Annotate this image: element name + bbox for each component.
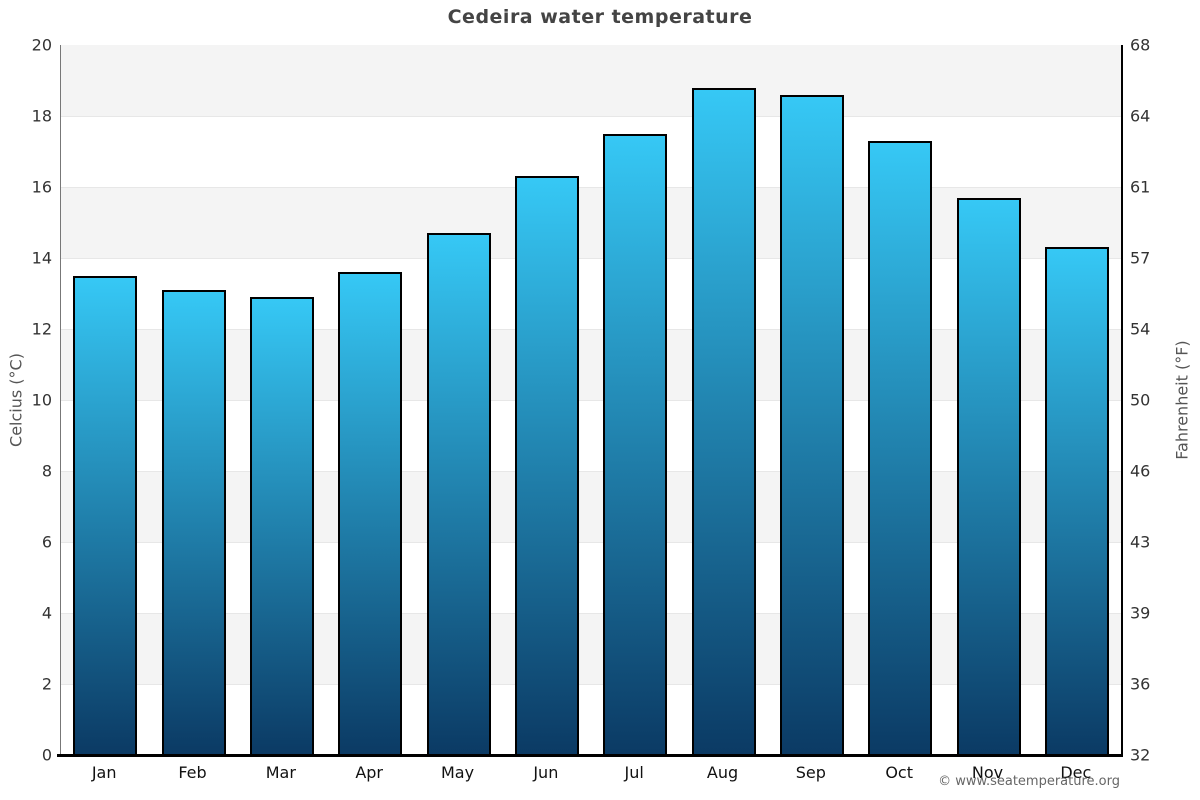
gridline-8 [61, 471, 1121, 472]
month-label-apr: Apr [355, 763, 383, 782]
month-label-oct: Oct [885, 763, 913, 782]
x-axis-line [57, 754, 1123, 757]
celsius-tick-14: 14 [31, 248, 52, 268]
bar-may [426, 233, 491, 755]
gridline-10 [61, 400, 1121, 401]
background-band-18-20 [61, 45, 1121, 116]
fahrenheit-tick-54: 54 [1130, 319, 1151, 339]
celsius-tick-6: 6 [41, 532, 52, 552]
month-label-jan: Jan [91, 763, 117, 782]
bar-apr [338, 272, 403, 755]
celsius-tick-4: 4 [41, 603, 52, 623]
fahrenheit-tick-64: 64 [1130, 106, 1151, 126]
y-axis-title-celsius: Celcius (°C) [6, 353, 26, 447]
fahrenheit-tick-61: 61 [1130, 177, 1151, 197]
month-label-sep: Sep [795, 763, 826, 782]
fahrenheit-tick-50: 50 [1130, 390, 1151, 410]
celsius-tick-20: 20 [31, 35, 52, 55]
month-label-jul: Jul [624, 763, 644, 782]
bar-nov [956, 197, 1021, 755]
background-band-16-18 [61, 116, 1121, 187]
gridline-12 [61, 329, 1121, 330]
gridline-16 [61, 187, 1121, 188]
plot-area [60, 45, 1123, 755]
bar-jun [514, 176, 579, 755]
gridline-4 [61, 613, 1121, 614]
copyright-text: © www.seatemperature.org [938, 774, 1120, 789]
background-band-14-16 [61, 187, 1121, 258]
fahrenheit-tick-43: 43 [1130, 532, 1151, 552]
bar-sep [779, 94, 844, 755]
gridline-2 [61, 684, 1121, 685]
celsius-tick-0: 0 [41, 745, 52, 765]
background-band-10-12 [61, 329, 1121, 400]
fahrenheit-tick-68: 68 [1130, 35, 1151, 55]
fahrenheit-tick-32: 32 [1130, 745, 1151, 765]
fahrenheit-tick-57: 57 [1130, 248, 1151, 268]
celsius-tick-18: 18 [31, 106, 52, 126]
gridline-18 [61, 116, 1121, 117]
month-label-mar: Mar [265, 763, 296, 782]
gridline-6 [61, 542, 1121, 543]
background-band-2-4 [61, 613, 1121, 684]
month-label-dec: Dec [1060, 763, 1092, 782]
bar-jul [603, 133, 668, 755]
bar-mar [249, 297, 314, 755]
y-axis-title-fahrenheit: Fahrenheit (°F) [1172, 340, 1192, 460]
month-label-may: May [440, 763, 475, 782]
fahrenheit-tick-46: 46 [1130, 461, 1151, 481]
celsius-tick-16: 16 [31, 177, 52, 197]
chart-title: Cedeira water temperature [447, 6, 753, 28]
fahrenheit-tick-39: 39 [1130, 603, 1151, 623]
celsius-tick-8: 8 [41, 461, 52, 481]
celsius-tick-12: 12 [31, 319, 52, 339]
month-label-aug: Aug [706, 763, 739, 782]
bar-feb [161, 289, 226, 755]
bar-aug [691, 87, 756, 755]
gridline-14 [61, 258, 1121, 259]
background-band-6-8 [61, 471, 1121, 542]
fahrenheit-tick-36: 36 [1130, 674, 1151, 694]
celsius-tick-10: 10 [31, 390, 52, 410]
bar-jan [73, 275, 138, 755]
bar-oct [868, 140, 933, 755]
month-label-feb: Feb [178, 763, 207, 782]
celsius-tick-2: 2 [41, 674, 52, 694]
month-label-nov: Nov [971, 763, 1004, 782]
month-label-jun: Jun [533, 763, 559, 782]
bar-dec [1044, 247, 1109, 755]
